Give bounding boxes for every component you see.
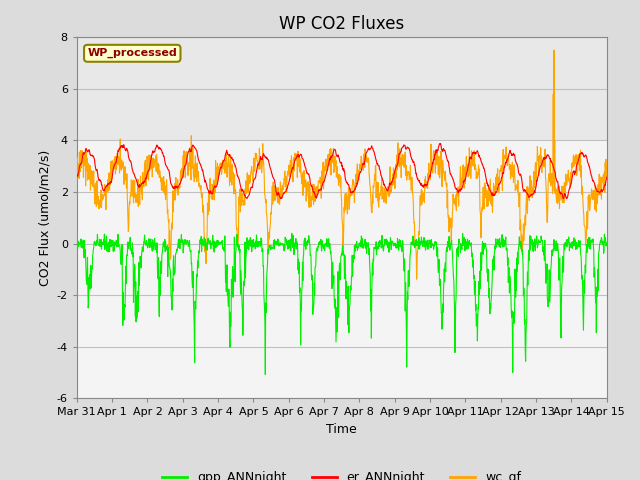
- Bar: [77, 37, 607, 141]
- Text: WP_processed: WP_processed: [88, 48, 177, 59]
- er_ANNnight: [191, 144, 198, 150]
- X-axis label: Time: Time: [326, 423, 357, 436]
- gpp_ANNnight: [424, 240, 432, 246]
- Line: wc_gf: wc_gf: [77, 50, 607, 279]
- Line: gpp_ANNnight: gpp_ANNnight: [77, 233, 607, 374]
- er_ANNnight: [73, 172, 81, 178]
- wc_gf: [603, 163, 611, 168]
- Legend: gpp_ANNnight, er_ANNnight, wc_gf: gpp_ANNnight, er_ANNnight, wc_gf: [157, 466, 526, 480]
- wc_gf: [413, 276, 420, 282]
- wc_gf: [250, 155, 258, 161]
- gpp_ANNnight: [494, 236, 502, 242]
- er_ANNnight: [424, 180, 431, 186]
- gpp_ANNnight: [288, 230, 296, 236]
- gpp_ANNnight: [178, 240, 186, 245]
- gpp_ANNnight: [73, 236, 81, 241]
- gpp_ANNnight: [250, 244, 258, 250]
- er_ANNnight: [540, 155, 548, 160]
- Y-axis label: CO2 Flux (umol/m2/s): CO2 Flux (umol/m2/s): [38, 150, 51, 286]
- er_ANNnight: [436, 141, 444, 146]
- er_ANNnight: [178, 176, 186, 182]
- wc_gf: [540, 164, 548, 170]
- Line: er_ANNnight: er_ANNnight: [77, 144, 607, 199]
- wc_gf: [550, 48, 558, 53]
- wc_gf: [178, 166, 186, 171]
- Bar: [77, 141, 607, 398]
- er_ANNnight: [560, 196, 568, 202]
- wc_gf: [73, 178, 81, 183]
- er_ANNnight: [250, 177, 258, 183]
- wc_gf: [424, 170, 432, 176]
- er_ANNnight: [603, 174, 611, 180]
- wc_gf: [191, 161, 198, 167]
- gpp_ANNnight: [541, 258, 548, 264]
- gpp_ANNnight: [262, 372, 269, 377]
- er_ANNnight: [493, 187, 501, 192]
- wc_gf: [493, 176, 501, 182]
- gpp_ANNnight: [191, 360, 198, 366]
- gpp_ANNnight: [603, 240, 611, 245]
- Title: WP CO2 Fluxes: WP CO2 Fluxes: [279, 15, 404, 33]
